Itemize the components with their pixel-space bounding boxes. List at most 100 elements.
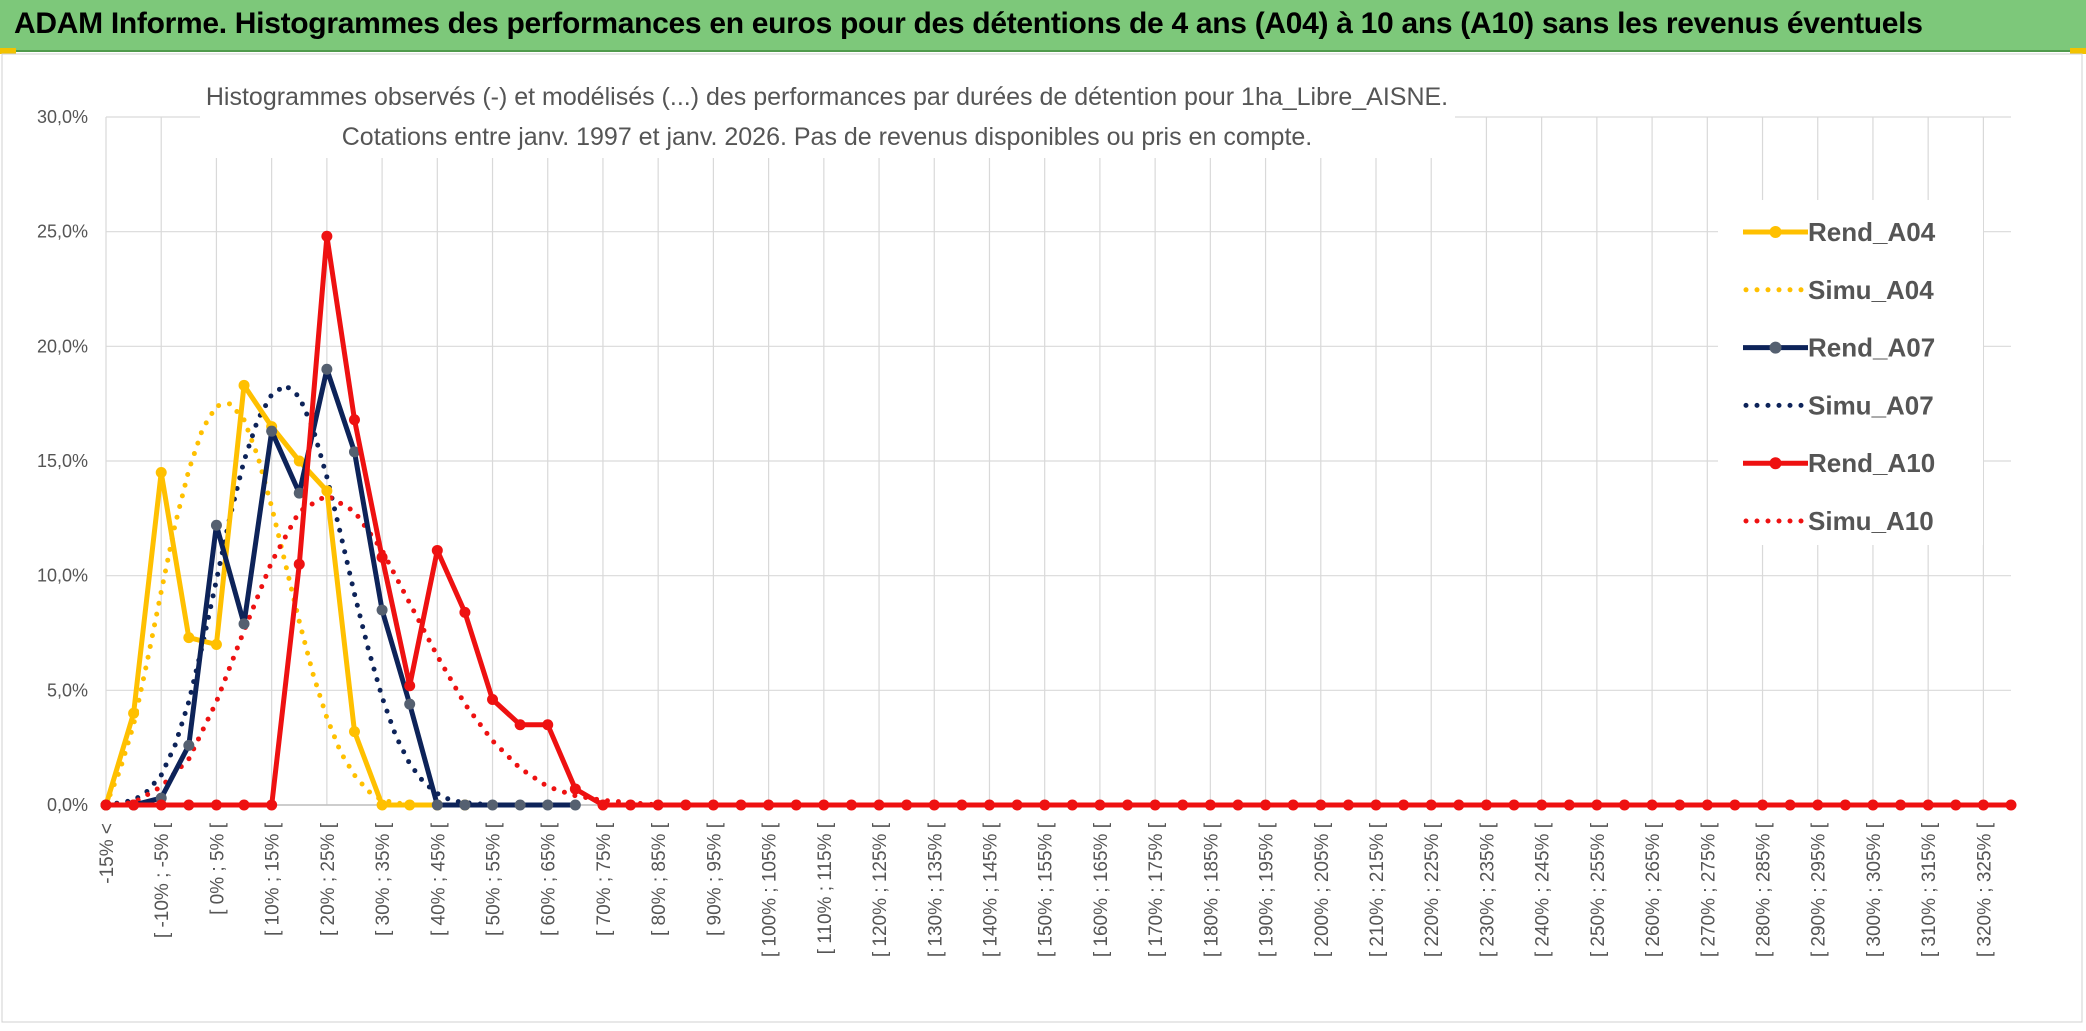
data-point-rend_a10 xyxy=(404,680,416,692)
data-point-rend_a10 xyxy=(652,799,664,811)
x-tick-label: [ 80% ; 85% [ xyxy=(649,822,670,936)
data-point-rend_a07 xyxy=(542,799,554,811)
y-tick-label: 20,0% xyxy=(37,336,88,356)
data-point-rend_a10 xyxy=(928,799,940,811)
legend-label: Rend_A07 xyxy=(1808,333,1935,363)
data-point-rend_a07 xyxy=(487,799,499,811)
data-point-rend_a10 xyxy=(1177,799,1189,811)
legend-bg xyxy=(1718,200,1983,545)
x-tick-label: [ 310% ; 315% [ xyxy=(1919,822,1940,957)
data-point-rend_a04 xyxy=(155,466,167,478)
data-point-rend_a10 xyxy=(956,799,968,811)
data-point-rend_a07 xyxy=(293,487,305,499)
data-point-rend_a10 xyxy=(1591,799,1603,811)
data-point-rend_a10 xyxy=(487,694,499,706)
x-tick-label: [ 270% ; 275% [ xyxy=(1698,822,1719,957)
data-point-rend_a10 xyxy=(790,799,802,811)
data-point-rend_a10 xyxy=(983,799,995,811)
data-point-rend_a04 xyxy=(348,726,360,738)
data-point-rend_a10 xyxy=(569,783,581,795)
data-point-rend_a04 xyxy=(404,799,416,811)
series-line-rend_a04 xyxy=(103,382,465,808)
y-tick-label: 0,0% xyxy=(47,795,88,815)
data-point-rend_a10 xyxy=(293,558,305,570)
data-point-rend_a10 xyxy=(128,799,140,811)
data-point-rend_a10 xyxy=(845,799,857,811)
chart-title-line2: Cotations entre janv. 1997 et janv. 2026… xyxy=(342,123,1313,151)
y-axis-ticks: 0,0% 5,0% 10,0% 15,0% 20,0% 25,0% 30,0% xyxy=(37,107,88,815)
chart-title-bg xyxy=(200,78,1455,158)
data-point-rend_a10 xyxy=(1729,799,1741,811)
data-point-rend_a10 xyxy=(597,799,609,811)
x-tick-label: [ 260% ; 265% [ xyxy=(1643,822,1664,957)
x-tick-label: [ 230% ; 235% [ xyxy=(1477,822,1498,957)
x-tick-label: [ 320% ; 325% [ xyxy=(1974,822,1995,957)
data-point-rend_a10 xyxy=(1839,799,1851,811)
data-point-rend_a10 xyxy=(1011,799,1023,811)
legend: Rend_A04 Simu_A04 Rend_A07 Simu_A07 Rend_A10… xyxy=(1743,217,1936,536)
data-point-rend_a07 xyxy=(404,698,416,710)
x-tick-label: [ 10% ; 15% [ xyxy=(263,822,284,936)
data-point-rend_a10 xyxy=(1149,799,1161,811)
data-point-rend_a10 xyxy=(238,799,250,811)
legend-marker xyxy=(1769,341,1782,354)
title-banner: ADAM Informe. Histogrammes des performan… xyxy=(0,0,2086,52)
data-point-rend_a10 xyxy=(1674,799,1686,811)
x-tick-label: [ 180% ; 185% [ xyxy=(1201,822,1222,957)
data-point-rend_a10 xyxy=(1757,799,1769,811)
chart-area: 0,0% 5,0% 10,0% 15,0% 20,0% 25,0% 30,0% -15% <… xyxy=(0,52,2086,1031)
series-line-rend_a07 xyxy=(106,366,576,808)
y-tick-label: 5,0% xyxy=(47,680,88,700)
x-tick-label: [ 60% ; 65% [ xyxy=(539,822,560,936)
data-point-rend_a10 xyxy=(376,551,388,563)
data-point-rend_a07 xyxy=(238,618,250,630)
data-point-rend_a07 xyxy=(266,425,278,437)
data-point-rend_a07 xyxy=(183,739,195,751)
x-tick-label: [ 120% ; 125% [ xyxy=(870,822,891,957)
x-tick-label: [ 140% ; 145% [ xyxy=(980,822,1001,957)
data-point-rend_a10 xyxy=(1480,799,1492,811)
data-point-rend_a10 xyxy=(625,799,637,811)
data-point-rend_a10 xyxy=(2005,799,2017,811)
data-point-rend_a04 xyxy=(293,455,305,467)
data-point-rend_a07 xyxy=(321,363,333,375)
data-point-rend_a04 xyxy=(238,379,250,391)
data-point-rend_a10 xyxy=(1922,799,1934,811)
data-point-rend_a10 xyxy=(1701,799,1713,811)
data-point-rend_a10 xyxy=(1260,799,1272,811)
legend-label: Rend_A04 xyxy=(1808,217,1936,247)
legend-label: Simu_A04 xyxy=(1808,275,1934,305)
data-point-rend_a10 xyxy=(183,799,195,811)
data-point-rend_a10 xyxy=(1895,799,1907,811)
legend-marker xyxy=(1769,457,1782,470)
x-tick-label: [ 190% ; 195% [ xyxy=(1257,822,1278,957)
data-point-rend_a10 xyxy=(1315,799,1327,811)
data-point-rend_a10 xyxy=(1950,799,1962,811)
data-point-rend_a10 xyxy=(321,230,333,242)
data-point-rend_a04 xyxy=(128,707,140,719)
data-point-rend_a10 xyxy=(1370,799,1382,811)
corner-accent-left xyxy=(0,48,16,54)
x-tick-label: [ 100% ; 105% [ xyxy=(760,822,781,957)
series-line-simu_a04 xyxy=(103,401,440,808)
x-tick-label: [ 160% ; 165% [ xyxy=(1091,822,1112,957)
x-tick-label: [ 220% ; 225% [ xyxy=(1422,822,1443,957)
histogram-chart: 0,0% 5,0% 10,0% 15,0% 20,0% 25,0% 30,0% -15% <… xyxy=(1,53,2083,1023)
data-point-rend_a10 xyxy=(1563,799,1575,811)
x-tick-label: [ 50% ; 55% [ xyxy=(484,822,505,936)
x-tick-label: [ 0% ; 5% [ xyxy=(207,822,228,915)
y-tick-label: 10,0% xyxy=(37,566,88,586)
data-point-rend_a10 xyxy=(735,799,747,811)
data-point-rend_a10 xyxy=(1122,799,1134,811)
data-point-rend_a07 xyxy=(459,799,471,811)
data-point-rend_a10 xyxy=(1094,799,1106,811)
x-tick-label: [ 170% ; 175% [ xyxy=(1146,822,1167,957)
legend-label: Simu_A07 xyxy=(1808,390,1934,420)
data-point-rend_a10 xyxy=(1536,799,1548,811)
data-point-rend_a07 xyxy=(514,799,526,811)
data-point-rend_a10 xyxy=(266,799,278,811)
x-tick-label: [ 70% ; 75% [ xyxy=(594,822,615,936)
data-point-rend_a10 xyxy=(1287,799,1299,811)
legend-marker xyxy=(1769,226,1782,238)
y-tick-label: 25,0% xyxy=(37,222,88,242)
